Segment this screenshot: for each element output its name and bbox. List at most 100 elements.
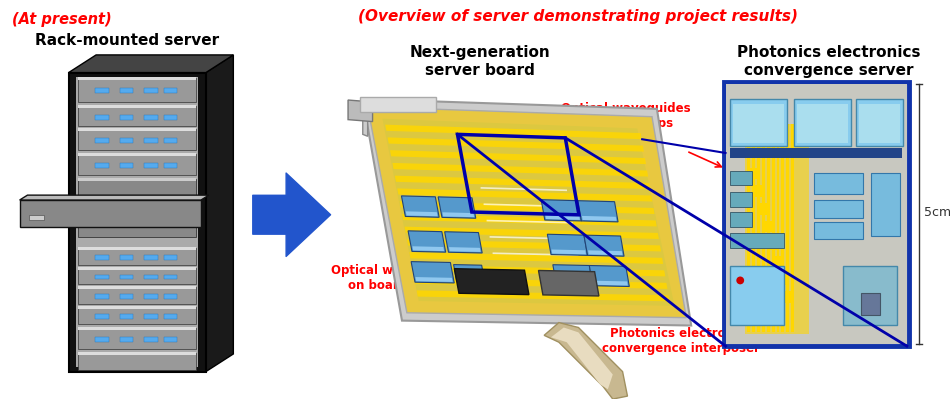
Text: Photonics electronics
convergence interposer: Photonics electronics convergence interp… (602, 328, 760, 355)
Text: Rack-mounted server: Rack-mounted server (35, 33, 219, 48)
Bar (856, 99, 903, 146)
Polygon shape (557, 280, 591, 285)
Bar (120, 163, 133, 168)
Bar (95, 314, 109, 319)
Bar (79, 307, 196, 324)
Bar (733, 104, 785, 143)
Bar (120, 115, 133, 120)
Polygon shape (415, 277, 452, 282)
Text: Next-generation
server board: Next-generation server board (410, 45, 551, 77)
Bar (870, 172, 900, 236)
Bar (750, 168, 758, 179)
Polygon shape (360, 97, 436, 112)
Bar (787, 124, 789, 332)
Polygon shape (539, 270, 598, 296)
Bar (163, 163, 178, 168)
Bar (29, 215, 44, 220)
Polygon shape (545, 215, 580, 220)
Bar (79, 79, 196, 102)
Bar (79, 328, 196, 330)
Polygon shape (363, 99, 692, 326)
Text: Optical wiring
on board: Optical wiring on board (332, 264, 424, 292)
Polygon shape (449, 247, 481, 252)
Polygon shape (582, 216, 617, 221)
Polygon shape (405, 226, 659, 239)
Polygon shape (412, 246, 444, 251)
Text: (At present): (At present) (11, 12, 111, 27)
Bar (144, 255, 158, 260)
Bar (163, 274, 178, 279)
Bar (144, 138, 158, 143)
Bar (144, 294, 158, 299)
Bar (95, 115, 109, 120)
Polygon shape (584, 235, 624, 256)
Bar (95, 138, 109, 143)
Polygon shape (411, 262, 454, 283)
Bar (144, 337, 158, 342)
Text: 5cm: 5cm (923, 206, 950, 219)
Bar (144, 115, 158, 120)
Polygon shape (411, 265, 665, 276)
Bar (752, 124, 755, 332)
Bar (745, 124, 808, 334)
Bar (79, 179, 196, 237)
Bar (776, 124, 779, 332)
Text: (Overview of server demonstrating project results): (Overview of server demonstrating projec… (358, 9, 798, 24)
Polygon shape (588, 250, 622, 255)
Polygon shape (363, 102, 368, 136)
Bar (163, 255, 178, 260)
Polygon shape (68, 73, 206, 372)
Bar (79, 352, 196, 355)
Bar (767, 124, 770, 332)
Polygon shape (68, 55, 234, 73)
Bar (844, 266, 897, 324)
Polygon shape (348, 100, 372, 122)
Bar (731, 148, 902, 158)
Bar (79, 248, 196, 265)
Polygon shape (406, 211, 438, 216)
Bar (163, 115, 178, 120)
Bar (144, 274, 158, 279)
Bar (95, 337, 109, 342)
Bar (120, 314, 133, 319)
Bar (757, 124, 760, 332)
Bar (779, 274, 788, 285)
Bar (120, 88, 133, 93)
Bar (163, 337, 178, 342)
Polygon shape (388, 137, 644, 152)
Bar (95, 255, 109, 260)
Bar (79, 328, 196, 349)
Polygon shape (402, 214, 656, 226)
Bar (731, 266, 785, 324)
Bar (144, 314, 158, 319)
Bar (747, 124, 750, 332)
Polygon shape (400, 201, 655, 214)
Polygon shape (453, 265, 484, 282)
Bar (144, 163, 158, 168)
Polygon shape (445, 232, 483, 253)
Bar (765, 220, 772, 233)
Polygon shape (408, 231, 446, 252)
Polygon shape (438, 197, 476, 218)
Polygon shape (457, 277, 484, 280)
Bar (120, 337, 133, 342)
Bar (791, 124, 794, 332)
Polygon shape (414, 278, 668, 289)
Polygon shape (551, 328, 613, 389)
Bar (95, 163, 109, 168)
Polygon shape (544, 322, 628, 399)
Bar (797, 104, 848, 143)
Polygon shape (20, 195, 209, 200)
Bar (95, 88, 109, 93)
Polygon shape (578, 201, 618, 222)
Polygon shape (392, 163, 648, 177)
Bar (163, 314, 178, 319)
Bar (79, 154, 196, 174)
Bar (731, 212, 752, 226)
Polygon shape (20, 200, 201, 227)
Text: LSI: LSI (866, 304, 888, 317)
Bar (731, 170, 752, 185)
Bar (760, 203, 768, 215)
Bar (95, 294, 109, 299)
FancyArrowPatch shape (253, 173, 331, 256)
